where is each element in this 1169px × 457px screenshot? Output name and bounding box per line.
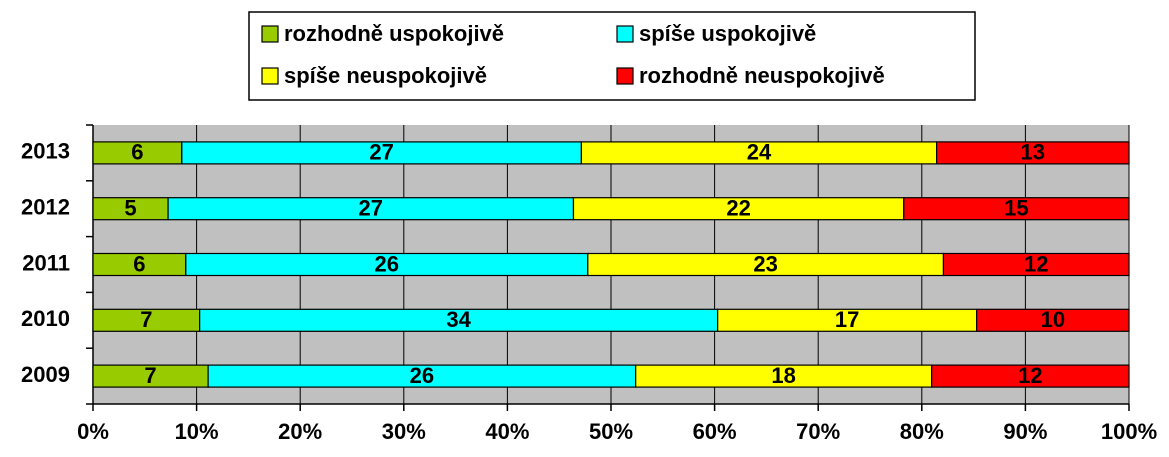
y-tick-label: 2009 (21, 362, 70, 387)
data-label: 18 (771, 363, 795, 388)
x-tick-label: 60% (693, 419, 737, 444)
bar-segment (942, 252, 1130, 277)
data-label: 24 (747, 140, 772, 165)
x-tick-label: 90% (1003, 419, 1047, 444)
data-label: 27 (369, 140, 393, 165)
data-label: 15 (1004, 196, 1028, 221)
data-label: 34 (446, 307, 471, 332)
legend (248, 11, 976, 101)
y-tick-label: 2010 (21, 306, 70, 331)
x-tick-label: 20% (278, 419, 322, 444)
bar-segment (935, 141, 1130, 165)
data-label: 7 (140, 307, 152, 332)
x-tick-label: 100% (1101, 419, 1157, 444)
data-label: 17 (835, 307, 859, 332)
data-label: 7 (144, 363, 156, 388)
data-label: 5 (124, 196, 136, 221)
x-tick-label: 70% (796, 419, 840, 444)
y-tick-label: 2013 (21, 139, 70, 164)
x-tick-label: 80% (900, 419, 944, 444)
data-label: 6 (133, 251, 145, 276)
legend-label: rozhodně uspokojivě (284, 21, 504, 46)
data-label: 12 (1018, 363, 1042, 388)
y-tick-label: 2011 (22, 250, 70, 275)
data-label: 13 (1021, 140, 1045, 165)
legend-swatch (616, 67, 634, 85)
x-tick-label: 0% (77, 419, 109, 444)
legend-label: spíše neuspokojivě (284, 63, 487, 88)
x-tick-label: 10% (175, 419, 219, 444)
data-label: 26 (375, 251, 399, 276)
data-label: 12 (1024, 251, 1048, 276)
bar-segment (903, 197, 1130, 221)
legend-swatch (616, 25, 634, 43)
legend-label: rozhodně neuspokojivě (639, 63, 885, 88)
data-label: 26 (410, 363, 434, 388)
legend-label: spíše uspokojivě (639, 21, 816, 46)
x-tick-label: 30% (382, 419, 426, 444)
data-label: 23 (753, 251, 777, 276)
y-tick-label: 2012 (21, 195, 70, 220)
x-tick-label: 40% (485, 419, 529, 444)
legend-swatch (261, 25, 279, 43)
data-label: 6 (131, 140, 143, 165)
bar-segment (976, 308, 1130, 332)
data-label: 10 (1041, 307, 1065, 332)
x-tick-label: 50% (589, 419, 633, 444)
legend-swatch (261, 67, 279, 85)
data-label: 22 (726, 196, 750, 221)
data-label: 27 (359, 196, 383, 221)
bar-segment (931, 364, 1130, 388)
